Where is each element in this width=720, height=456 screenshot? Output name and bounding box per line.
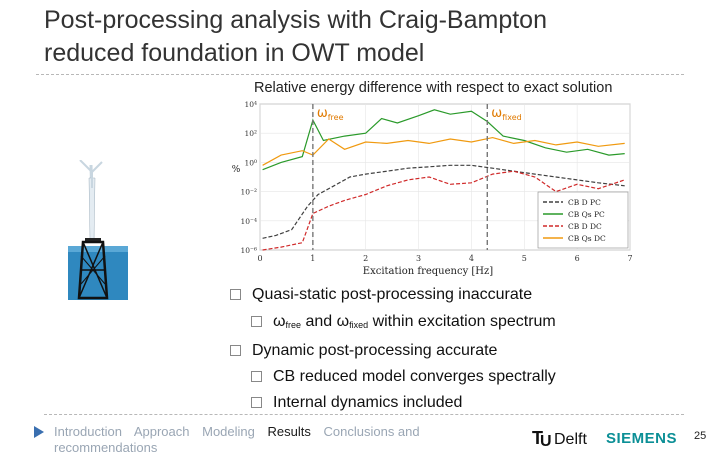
wind-turbine-image [68,159,128,300]
bullet-box-icon [251,371,262,383]
bullet-text: CB reduced model converges spectrally [273,368,556,385]
chart-series-line [262,164,625,239]
subscript-free: free [285,320,302,330]
sub-bullet-item: Internal dynamics included [251,394,462,412]
chart-caption: Relative energy difference with respect … [254,80,613,96]
chart-y-tick-label: 10⁻⁴ [240,217,257,226]
nav-item-results[interactable]: Results [267,424,311,439]
chart-x-tick-label: 7 [627,254,632,263]
slide-title: Post-processing analysis with Craig-Bamp… [44,4,684,70]
chart-y-tick-label: 10⁰ [244,158,257,167]
chart-series-line [262,170,625,251]
bullet-text: Dynamic post-processing accurate [252,342,498,359]
tudelft-logo: T U Delft [532,426,598,450]
chart-y-axis-label: % [232,165,241,175]
nav-item-modeling[interactable]: Modeling [202,424,255,439]
nav-arrow-icon [34,426,44,438]
chart-y-tick-label: 10⁻⁶ [240,246,257,255]
energy-difference-chart: 0 1 2 3 4 5 6 7 10⁻⁶ 10⁻⁴ 10⁻² 10⁰ 10² 10⁴ ωfree ωfixe… [228,98,638,278]
chart-series-line [262,109,625,171]
chart-x-tick-label: 2 [363,254,368,263]
footer-divider [44,414,684,415]
chart-x-axis-label: Excitation frequency [Hz] [363,266,493,277]
slide-title-line2: reduced foundation in OWT model [44,39,425,67]
svg-text:Delft: Delft [554,431,587,448]
nav-item-approach[interactable]: Approach [133,424,190,439]
bullet-box-icon [230,289,241,301]
svg-text:U: U [540,433,552,448]
subscript-fixed: fixed [349,320,369,330]
chart-y-tick-label: 10² [244,129,257,138]
chart-x-tick-label: 3 [416,254,421,263]
chart-x-tick-label: 1 [310,254,315,263]
sub-bullet-item: ωfree and ωfixed within excitation spect… [251,313,556,331]
omega-symbol: ω [336,313,350,330]
bullet-box-icon [251,397,262,409]
bullet-item: Dynamic post-processing accurate [230,342,497,360]
bullet-item: Quasi-static post-processing inaccurate [230,286,532,304]
chart-y-tick-label: 10⁴ [244,100,257,109]
chart-legend-label: CB Qs PC [568,210,605,219]
bullet-text: and [301,313,337,330]
bullet-text: Quasi-static post-processing inaccurate [252,286,533,303]
chart-x-tick-label: 0 [257,254,262,263]
siemens-logo: SIEMENS [606,430,678,447]
bullet-text: within excitation spectrum [368,313,556,330]
chart-legend-label: CB D DC [568,222,602,231]
nav-item-introduction[interactable]: Introduction [54,424,122,439]
chart-annotation-subscript: fixed [502,113,522,122]
bullet-box-icon [230,345,241,357]
chart-annotation-subscript: free [328,113,344,122]
title-divider [36,74,684,75]
chart-x-tick-label: 4 [469,254,474,263]
chart-x-tick-label: 6 [575,254,580,263]
chart-x-tick-label: 5 [522,254,527,263]
svg-text:T: T [532,428,543,448]
chart-legend-label: CB D PC [568,198,601,207]
sub-bullet-item: CB reduced model converges spectrally [251,368,556,386]
page-number: 25 [694,430,707,442]
bullet-box-icon [251,316,262,328]
slide-title-line1: Post-processing analysis with Craig-Bamp… [44,6,547,34]
omega-symbol: ω [273,313,286,330]
bullet-text: Internal dynamics included [273,394,463,411]
chart-y-tick-label: 10⁻² [240,188,257,197]
chart-legend-label: CB Qs DC [568,234,606,243]
